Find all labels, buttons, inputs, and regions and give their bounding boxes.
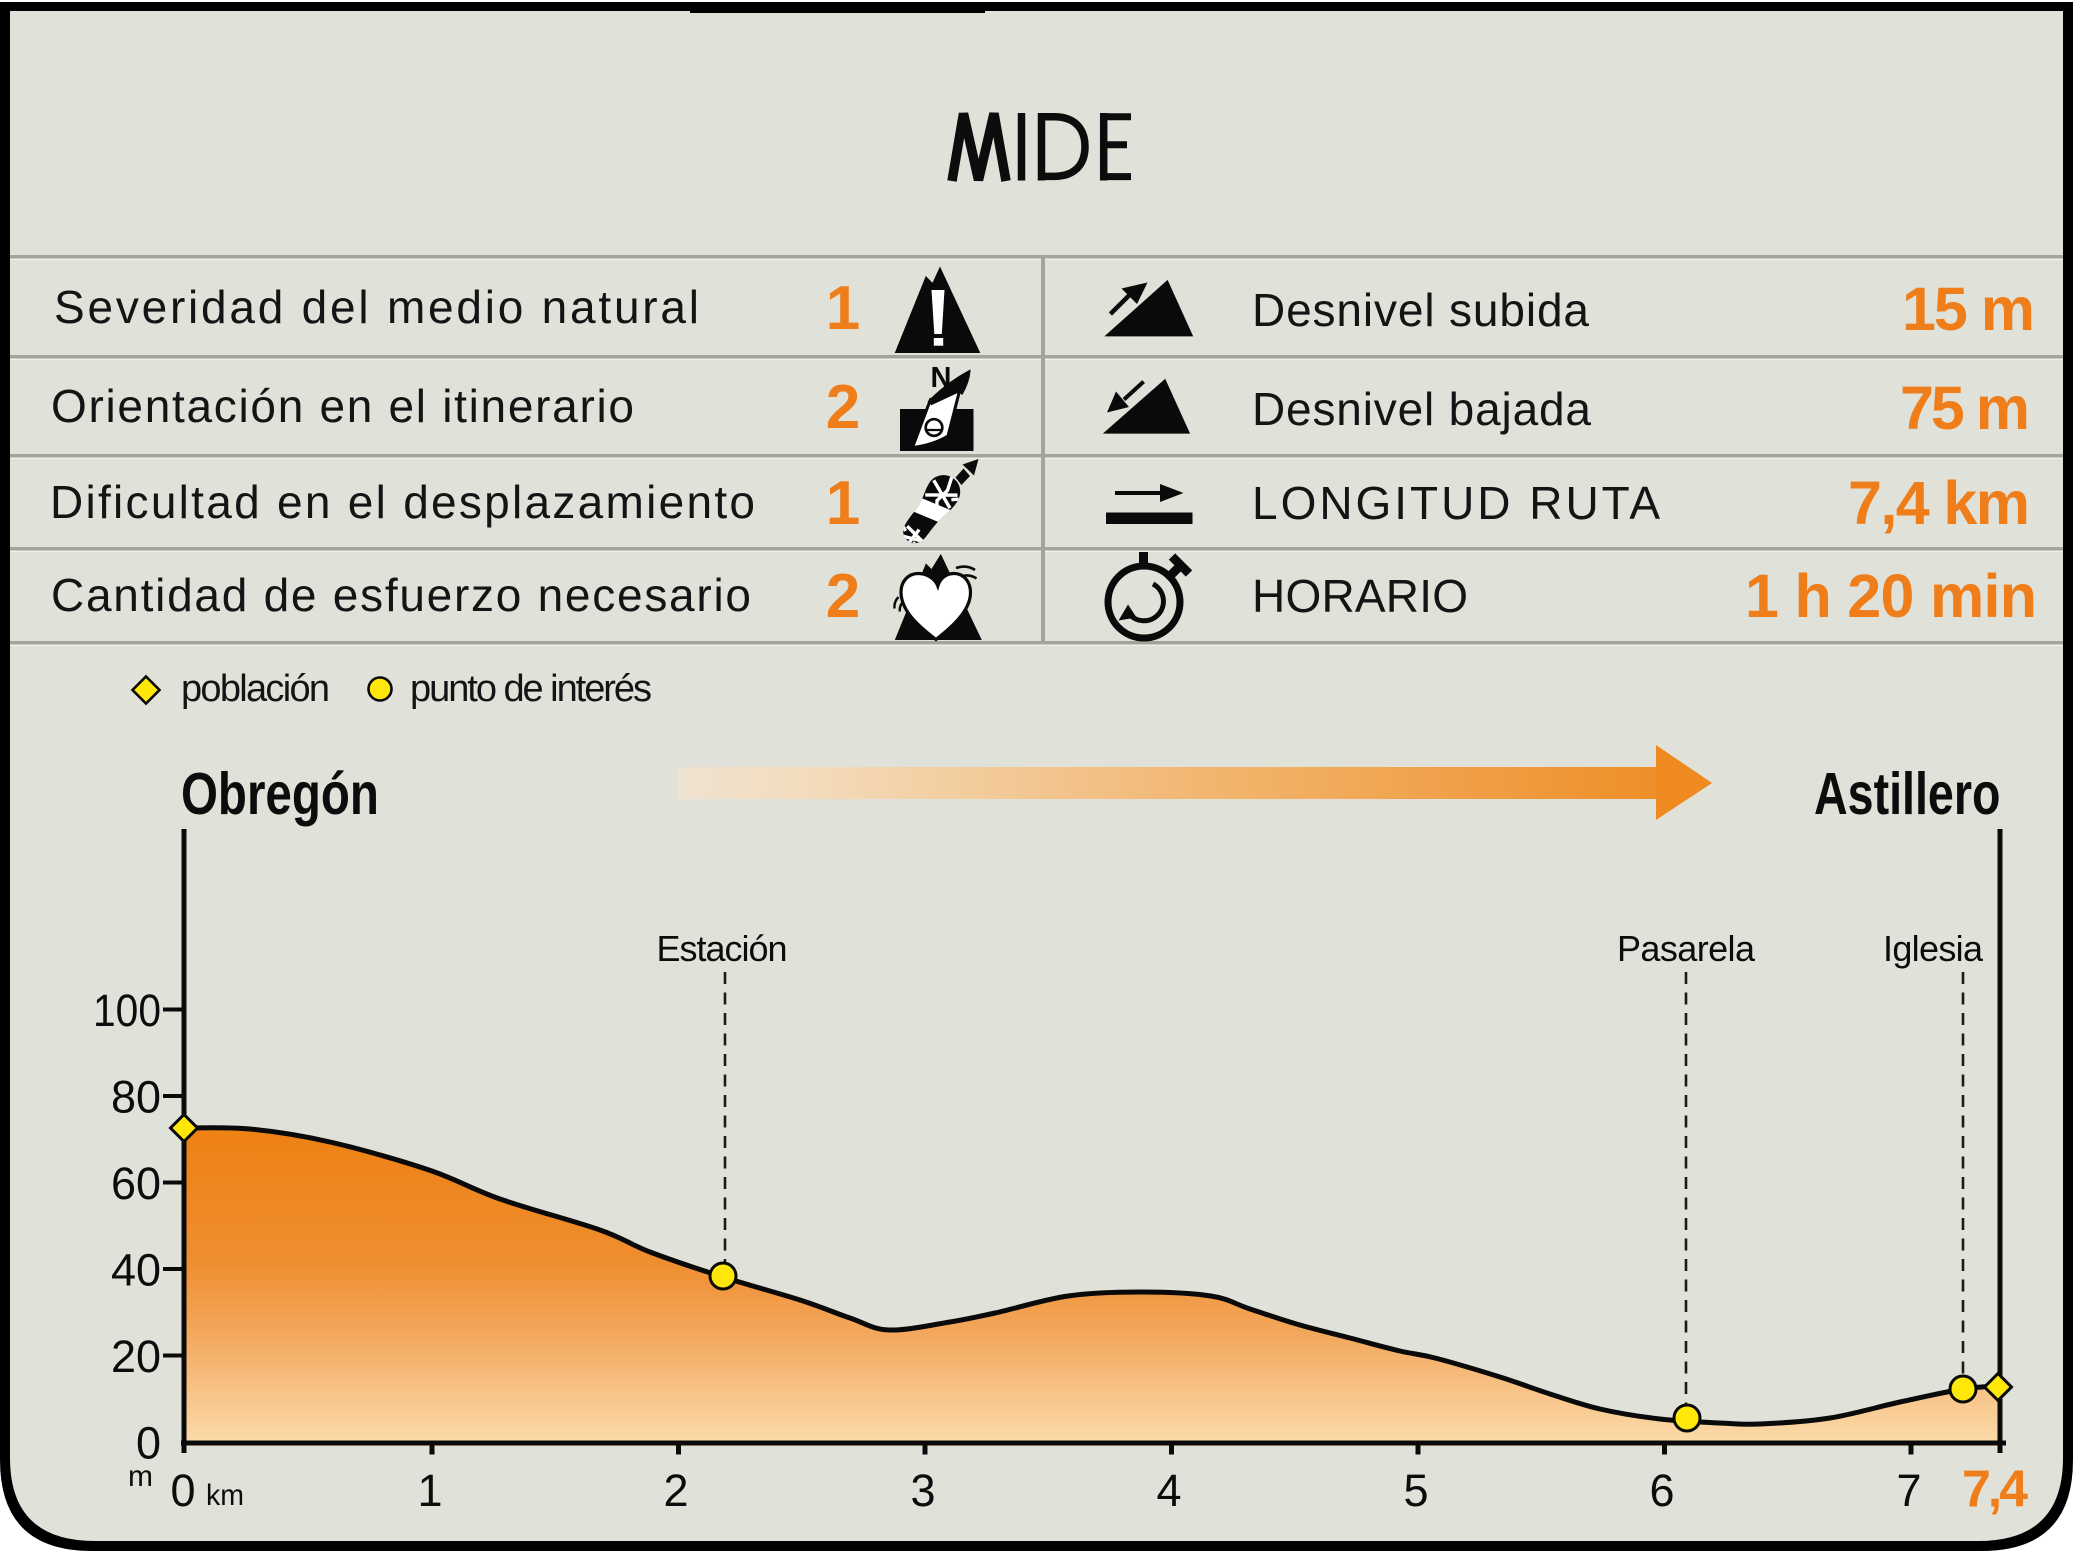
svg-text:20: 20 — [111, 1331, 161, 1382]
svg-text:0: 0 — [170, 1465, 195, 1516]
svg-text:0: 0 — [136, 1418, 161, 1469]
svg-text:1 h 20 min: 1 h 20 min — [1745, 562, 2037, 630]
svg-text:Obregón: Obregón — [181, 762, 379, 827]
svg-text:Desnivel bajada: Desnivel bajada — [1252, 383, 1591, 435]
svg-text:2: 2 — [663, 1465, 688, 1516]
svg-text:m: m — [128, 1460, 153, 1493]
svg-text:2: 2 — [826, 373, 860, 442]
svg-text:75 m: 75 m — [1900, 374, 2030, 442]
svg-text:Pasarela: Pasarela — [1617, 928, 1756, 969]
svg-text:100: 100 — [93, 985, 161, 1036]
svg-text:1: 1 — [826, 469, 860, 538]
svg-text:7,4 km: 7,4 km — [1848, 469, 2030, 537]
svg-text:1: 1 — [826, 274, 860, 343]
svg-text:7,4: 7,4 — [1962, 1461, 2028, 1519]
svg-text:Severidad del medio natural: Severidad del medio natural — [54, 281, 699, 333]
svg-text:Cantidad de esfuerzo necesario: Cantidad de esfuerzo necesario — [51, 569, 751, 621]
svg-text:2: 2 — [826, 562, 860, 631]
svg-text:Astillero: Astillero — [1814, 762, 2000, 827]
svg-text:LONGITUD RUTA: LONGITUD RUTA — [1252, 477, 1660, 529]
svg-text:80: 80 — [111, 1072, 161, 1123]
svg-text:punto de interés: punto de interés — [410, 668, 652, 710]
svg-text:población: población — [181, 668, 330, 710]
svg-text:HORARIO: HORARIO — [1252, 570, 1468, 622]
svg-text:6: 6 — [1649, 1465, 1674, 1516]
svg-text:1: 1 — [417, 1465, 442, 1516]
svg-text:4: 4 — [1156, 1465, 1181, 1516]
svg-text:Iglesia: Iglesia — [1883, 928, 1984, 969]
svg-text:Desnivel subida: Desnivel subida — [1252, 284, 1589, 336]
svg-text:Orientación en el itinerario: Orientación en el itinerario — [51, 380, 634, 432]
svg-text:Estación: Estación — [657, 928, 788, 969]
svg-text:40: 40 — [111, 1245, 161, 1296]
svg-text:15 m: 15 m — [1902, 275, 2035, 343]
svg-text:Dificultad en el desplazamient: Dificultad en el desplazamiento — [50, 476, 755, 528]
svg-text:3: 3 — [910, 1465, 935, 1516]
svg-text:7: 7 — [1896, 1465, 1921, 1516]
svg-text:60: 60 — [111, 1158, 161, 1209]
svg-text:km: km — [206, 1479, 244, 1512]
svg-text:5: 5 — [1403, 1465, 1428, 1516]
